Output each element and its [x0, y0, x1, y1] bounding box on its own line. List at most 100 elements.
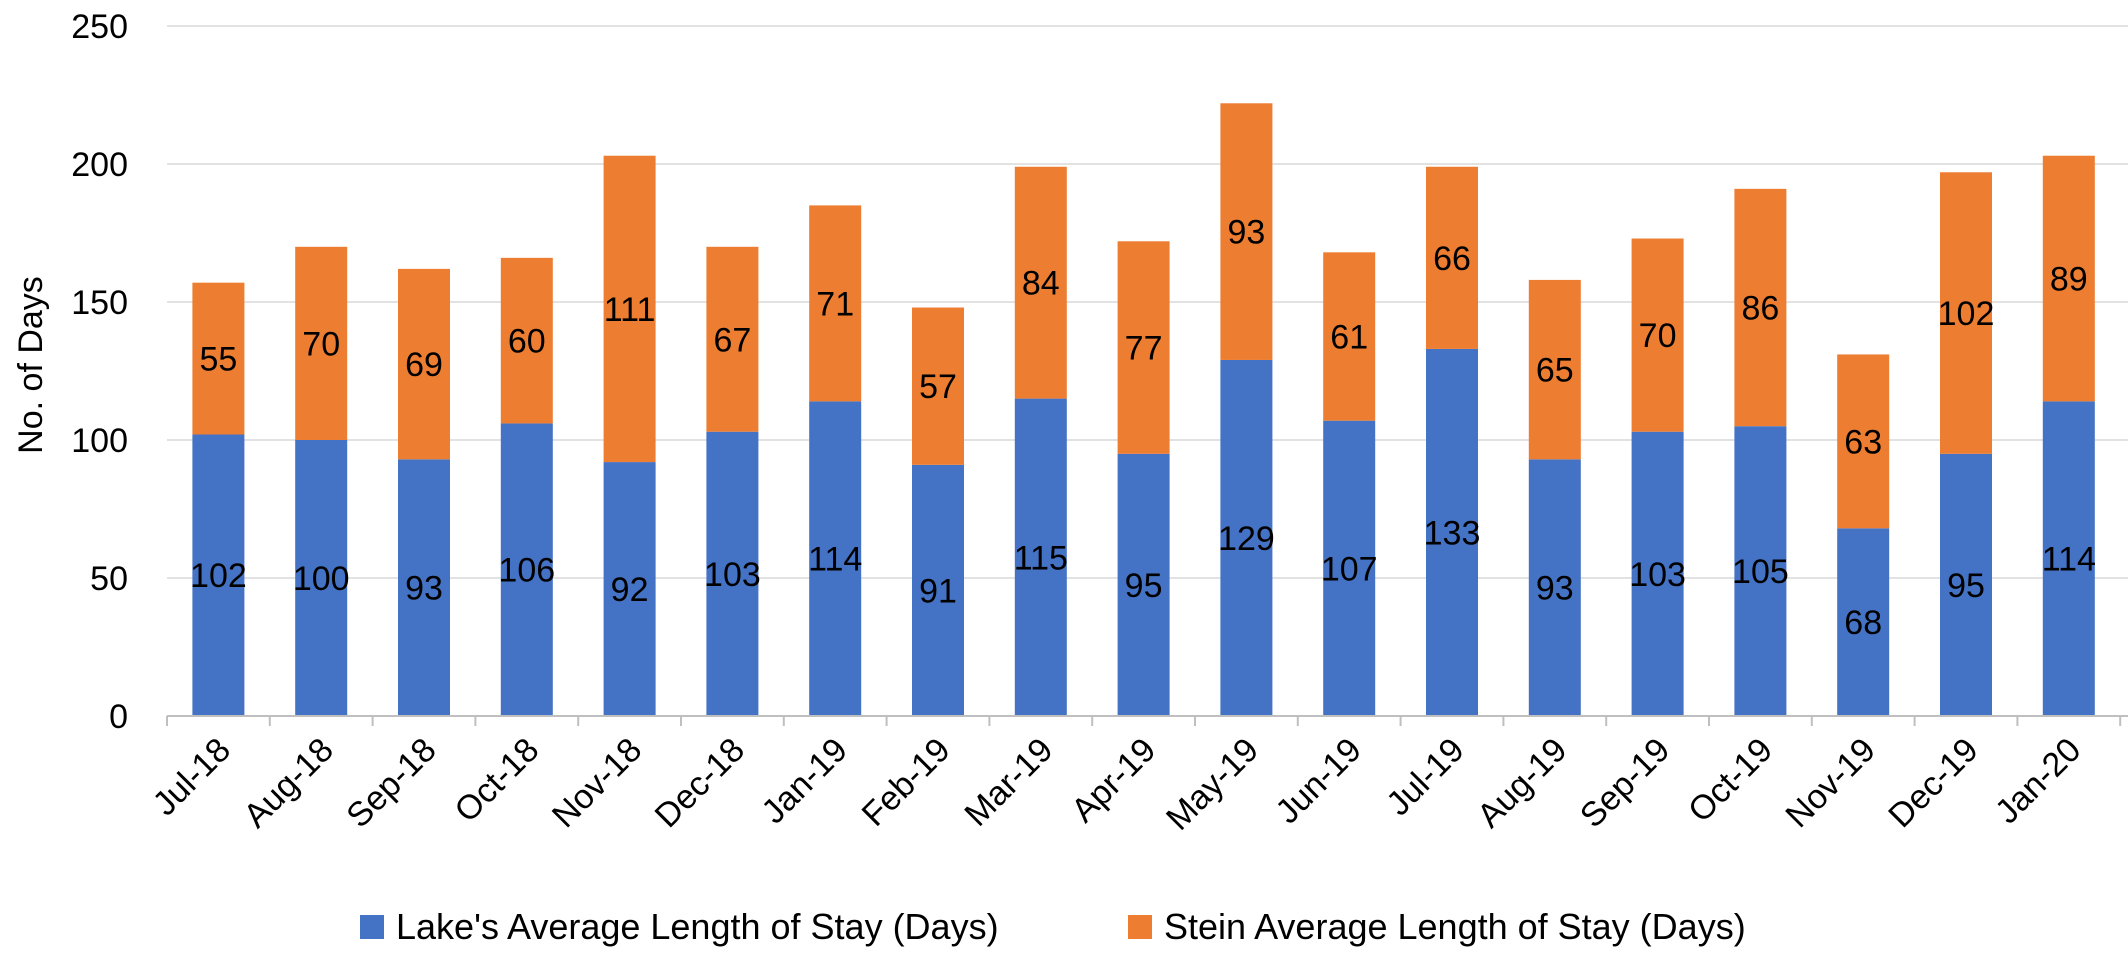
- bar-stein: [1631, 238, 1684, 432]
- data-label-stein: 84: [1022, 265, 1060, 303]
- data-label-lake: 93: [405, 570, 443, 608]
- bar-stein: [603, 155, 656, 463]
- bar-stein: [706, 246, 759, 432]
- x-tick-label: Mar-19: [957, 731, 1060, 834]
- bar-stein: [1426, 166, 1478, 349]
- bar-lake: [1528, 459, 1581, 716]
- y-axis-title: No. of Days: [12, 276, 50, 454]
- data-label-stein: 102: [1938, 295, 1995, 333]
- data-label-lake: 91: [919, 572, 957, 610]
- bar-lake: [809, 401, 862, 716]
- x-tick-label: Sep-19: [1573, 731, 1677, 835]
- x-tick-label: Jul-18: [146, 731, 238, 823]
- data-label-lake: 106: [498, 552, 555, 590]
- y-tick-label: 0: [109, 698, 128, 736]
- legend-label-lake: Lake's Average Length of Stay (Days): [396, 906, 999, 947]
- bar-stein: [1940, 172, 1992, 454]
- bar-lake: [500, 423, 553, 716]
- bar-stein: [1734, 188, 1787, 427]
- data-label-stein: 93: [1227, 214, 1265, 252]
- data-label-lake: 114: [808, 541, 862, 579]
- data-label-stein: 61: [1330, 319, 1368, 357]
- x-tick-label: Sep-18: [339, 731, 443, 835]
- x-tick-label: Oct-18: [447, 731, 546, 830]
- x-tick-label: May-19: [1159, 731, 1266, 838]
- bar-stein: [500, 257, 553, 424]
- data-label-stein: 67: [713, 321, 751, 359]
- data-label-lake: 129: [1218, 520, 1275, 558]
- data-label-stein: 89: [2050, 261, 2088, 299]
- data-label-stein: 70: [1639, 317, 1677, 355]
- data-label-stein: 57: [919, 368, 957, 406]
- data-label-stein: 66: [1433, 240, 1471, 278]
- bar-lake: [603, 462, 656, 716]
- x-tick-label: Apr-19: [1064, 731, 1163, 830]
- bar-stein: [1323, 252, 1376, 421]
- bar-stein: [1220, 103, 1273, 360]
- data-label-stein: 63: [1844, 423, 1882, 461]
- bar-lake: [1426, 348, 1478, 716]
- data-label-lake: 68: [1844, 604, 1882, 642]
- bar-lake: [1220, 359, 1273, 716]
- bar-stein: [912, 307, 964, 465]
- x-tick-label: Dec-18: [648, 731, 752, 835]
- y-tick-label: 100: [71, 422, 128, 460]
- bar-lake: [295, 440, 348, 716]
- x-tick-label: Nov-19: [1778, 731, 1882, 835]
- data-label-lake: 100: [293, 560, 350, 598]
- bar-lake: [2042, 401, 2095, 716]
- y-tick-label: 250: [71, 8, 128, 46]
- data-label-lake: 103: [1629, 556, 1686, 594]
- bar-lake: [706, 431, 759, 716]
- data-label-lake: 133: [1424, 514, 1481, 552]
- bar-lake: [1117, 453, 1170, 716]
- legend-swatch-lake: [360, 915, 384, 939]
- bar-lake: [1734, 426, 1787, 716]
- x-tick-label: Jun-19: [1268, 731, 1368, 831]
- data-label-stein: 55: [199, 341, 237, 379]
- data-label-stein: 71: [816, 285, 854, 323]
- data-label-lake: 105: [1732, 553, 1789, 591]
- x-tick-label: Aug-18: [236, 731, 340, 835]
- bar-stein: [1528, 279, 1581, 460]
- data-label-lake: 95: [1947, 567, 1985, 605]
- data-labels: 102 55 100 70 93 69 106 60 92 111 103 67 114 71 91 57 11…: [190, 214, 2096, 643]
- y-tick-label: 150: [71, 284, 128, 322]
- bar-stein: [1837, 354, 1890, 529]
- data-label-lake: 102: [190, 557, 247, 595]
- x-tick-label: Dec-19: [1881, 731, 1985, 835]
- bar-stein: [398, 268, 450, 460]
- x-tick-label: Jan-19: [754, 731, 854, 831]
- data-label-stein: 60: [508, 323, 546, 361]
- bar-lake: [912, 464, 964, 716]
- bar-stein: [1014, 166, 1067, 399]
- bar-stein: [295, 246, 348, 440]
- x-tick-label: Nov-18: [545, 731, 649, 835]
- data-label-lake: 92: [611, 571, 649, 609]
- x-tick-label: Oct-19: [1681, 731, 1780, 830]
- data-label-stein: 111: [604, 291, 656, 329]
- bar-lake: [1837, 528, 1890, 716]
- bar-lake: [192, 434, 245, 716]
- bar-lake: [398, 459, 450, 716]
- bar-lake: [1323, 420, 1376, 716]
- data-label-stein: 86: [1741, 290, 1779, 328]
- bars: [192, 103, 2095, 716]
- bar-lake: [1014, 398, 1067, 716]
- legend: Lake's Average Length of Stay (Days) Stei…: [360, 906, 1746, 947]
- data-label-stein: 69: [405, 346, 443, 384]
- data-label-lake: 115: [1014, 539, 1068, 577]
- data-label-lake: 95: [1125, 567, 1163, 605]
- data-label-lake: 114: [2042, 541, 2096, 579]
- bar-stein: [192, 282, 245, 435]
- bar-lake: [1940, 453, 1992, 716]
- data-label-stein: 65: [1536, 352, 1574, 390]
- y-tick-label: 200: [71, 146, 128, 184]
- data-label-lake: 103: [704, 556, 761, 594]
- legend-label-stein: Stein Average Length of Stay (Days): [1164, 906, 1746, 947]
- x-tick-label: Feb-19: [855, 731, 958, 834]
- x-tick-label: Jul-19: [1379, 731, 1471, 823]
- bar-stein: [2042, 155, 2095, 402]
